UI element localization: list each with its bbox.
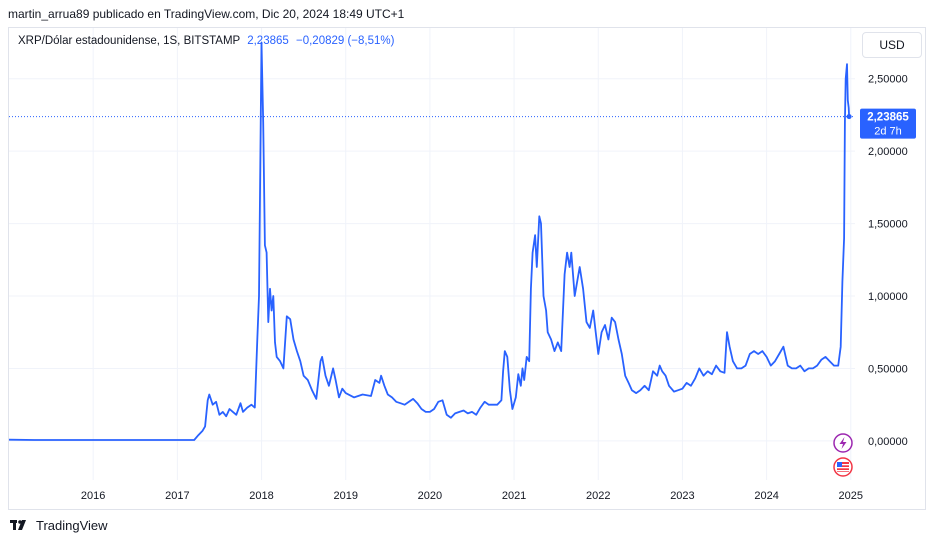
last-point-marker: [846, 114, 852, 120]
tradingview-logo-icon: [10, 519, 26, 530]
price-line: [8, 41, 850, 441]
y-tick-label: 2,00000: [868, 146, 908, 158]
symbol-legend: XRP/Dólar estadounidense, 1S, BITSTAMP 2…: [18, 35, 394, 47]
x-tick-label: 2021: [502, 490, 526, 502]
price-change: −0,20829 (−8,51%): [296, 35, 395, 47]
footer-brand-label: TradingView: [36, 518, 108, 533]
published-line: martin_arrua89 publicado en TradingView.…: [8, 7, 405, 21]
symbol-name[interactable]: XRP/Dólar estadounidense, 1S, BITSTAMP: [18, 35, 241, 47]
y-tick-label: 1,00000: [868, 291, 908, 303]
x-tick-label: 2020: [418, 490, 442, 502]
x-tick-label: 2017: [165, 490, 189, 502]
x-tick-label: 2023: [670, 490, 694, 502]
y-tick-label: 1,50000: [868, 219, 908, 231]
currency-button[interactable]: USD: [862, 32, 922, 58]
lightning-icon[interactable]: [833, 433, 853, 453]
x-tick-label: 2019: [333, 490, 357, 502]
x-tick-label: 2016: [81, 490, 105, 502]
x-tick-label: 2018: [249, 490, 273, 502]
last-price: 2,23865: [247, 35, 289, 47]
chart-frame: [8, 27, 926, 510]
price-badge-value: 2,23865: [867, 112, 909, 124]
x-tick-label: 2022: [586, 490, 610, 502]
price-badge-countdown: 2d 7h: [874, 126, 902, 138]
y-tick-label: 2,50000: [868, 74, 908, 86]
y-tick-label: 0,00000: [868, 436, 908, 448]
us-flag-icon[interactable]: [833, 457, 853, 477]
y-tick-label: 0,50000: [868, 363, 908, 375]
x-tick-label: 2025: [839, 490, 863, 502]
footer-brand: TradingView: [10, 518, 108, 533]
x-tick-label: 2024: [754, 490, 778, 502]
price-badge: [860, 108, 916, 139]
